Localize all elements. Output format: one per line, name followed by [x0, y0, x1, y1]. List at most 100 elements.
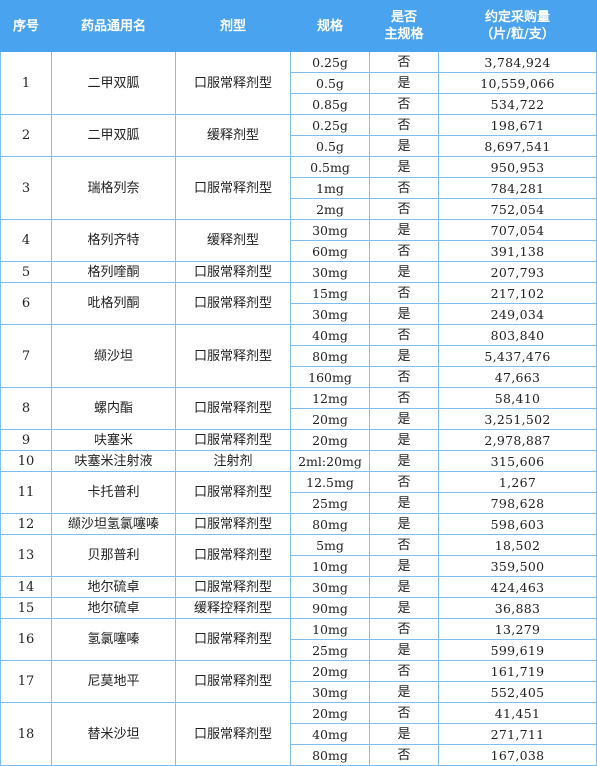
cell-drug-name: 地尔硫卓	[51, 597, 176, 619]
cell-is-main: 否	[369, 198, 439, 220]
cell-dosage-form: 口服常释剂型	[175, 471, 291, 514]
table-row: 5 格列喹酮 口服常释剂型 30mg 是 207,793	[0, 261, 597, 283]
table-header: 序号 药品通用名 剂型 规格 是否 主规格 约定采购量 （片/粒/支）	[0, 0, 597, 52]
cell-quantity: 798,628	[438, 492, 597, 514]
table-row: 2mg 否 752,054	[1, 198, 597, 220]
table-row: 40mg 是 271,711	[1, 723, 597, 745]
cell-number: 17	[0, 660, 52, 703]
cell-spec: 40mg	[290, 723, 370, 745]
cell-drug-name: 贝那普利	[51, 534, 176, 577]
cell-is-main: 否	[369, 471, 439, 493]
cell-is-main: 是	[369, 219, 439, 241]
cell-drug-name: 螺内酯	[51, 387, 176, 430]
cell-number: 16	[0, 618, 52, 661]
cell-quantity: 5,437,476	[438, 345, 597, 367]
cell-is-main: 否	[369, 366, 439, 388]
cell-quantity: 217,102	[438, 282, 597, 304]
cell-quantity: 950,953	[438, 156, 597, 178]
cell-is-main: 是	[369, 555, 439, 577]
cell-is-main: 是	[369, 681, 439, 703]
table-row: 6 吡格列酮 口服常释剂型 15mg 否 217,102	[0, 282, 597, 325]
cell-number: 6	[0, 282, 52, 325]
cell-spec: 30mg	[290, 681, 370, 703]
header-quantity-line1: 约定采购量	[484, 10, 550, 25]
table-row: 15 地尔硫卓 缓释控释剂型 90mg 是 36,883	[0, 597, 597, 619]
table-row: 18 替米沙坦 口服常释剂型 20mg 否 41,451	[0, 702, 597, 766]
cell-drug-name: 尼莫地平	[51, 660, 176, 703]
cell-quantity: 167,038	[438, 744, 597, 766]
header-is-main-line2: 主规格	[384, 27, 424, 42]
cell-is-main: 是	[369, 576, 439, 598]
cell-number: 7	[0, 324, 52, 388]
cell-spec: 20mg	[290, 408, 370, 430]
cell-number: 13	[0, 534, 52, 577]
cell-quantity: 18,502	[438, 534, 597, 556]
cell-spec: 80mg	[290, 345, 370, 367]
cell-spec: 30mg	[290, 303, 370, 325]
cell-spec: 20mg	[290, 702, 370, 724]
cell-is-main: 否	[369, 240, 439, 262]
cell-spec: 10mg	[290, 618, 370, 640]
cell-number: 15	[0, 597, 52, 619]
cell-drug-name: 二甲双胍	[51, 114, 176, 157]
cell-spec: 5mg	[290, 534, 370, 556]
cell-spec: 0.5mg	[290, 156, 370, 178]
table-row: 10mg 是 359,500	[1, 555, 597, 577]
cell-quantity: 41,451	[438, 702, 597, 724]
cell-drug-name: 二甲双胍	[51, 51, 176, 115]
cell-dosage-form: 缓释控释剂型	[175, 597, 291, 619]
cell-quantity: 13,279	[438, 618, 597, 640]
cell-spec: 20mg	[290, 660, 370, 682]
cell-is-main: 是	[369, 261, 439, 283]
cell-dosage-form: 口服常释剂型	[175, 51, 291, 115]
cell-spec: 25mg	[290, 492, 370, 514]
cell-is-main: 否	[369, 282, 439, 304]
cell-drug-name: 吡格列酮	[51, 282, 176, 325]
table-row: 1 二甲双胍 口服常释剂型 0.25g 否 3,784,924	[0, 51, 597, 115]
cell-quantity: 552,405	[438, 681, 597, 703]
cell-quantity: 315,606	[438, 450, 597, 472]
cell-drug-name: 替米沙坦	[51, 702, 176, 766]
cell-number: 12	[0, 513, 52, 535]
cell-quantity: 359,500	[438, 555, 597, 577]
cell-quantity: 36,883	[438, 597, 597, 619]
cell-is-main: 是	[369, 345, 439, 367]
cell-dosage-form: 口服常释剂型	[175, 261, 291, 283]
cell-quantity: 1,267	[438, 471, 597, 493]
table-row: 11 卡托普利 口服常释剂型 12.5mg 否 1,267	[0, 471, 597, 514]
cell-spec: 12mg	[290, 387, 370, 409]
cell-dosage-form: 口服常释剂型	[175, 660, 291, 703]
cell-drug-name: 卡托普利	[51, 471, 176, 514]
cell-drug-name: 瑞格列奈	[51, 156, 176, 220]
table-body: 1 二甲双胍 口服常释剂型 0.25g 否 3,784,924 0.5g 是 10,559,06…	[0, 51, 597, 766]
cell-quantity: 207,793	[438, 261, 597, 283]
cell-is-main: 否	[369, 702, 439, 724]
cell-dosage-form: 口服常释剂型	[175, 576, 291, 598]
cell-spec: 160mg	[290, 366, 370, 388]
cell-dosage-form: 口服常释剂型	[175, 282, 291, 325]
cell-dosage-form: 口服常释剂型	[175, 429, 291, 451]
cell-quantity: 3,251,502	[438, 408, 597, 430]
cell-number: 14	[0, 576, 52, 598]
cell-quantity: 803,840	[438, 324, 597, 346]
cell-quantity: 3,784,924	[438, 51, 597, 73]
cell-quantity: 784,281	[438, 177, 597, 199]
cell-spec: 2ml:20mg	[290, 450, 370, 472]
cell-dosage-form: 口服常释剂型	[175, 156, 291, 220]
cell-dosage-form: 口服常释剂型	[175, 534, 291, 577]
cell-quantity: 424,463	[438, 576, 597, 598]
table-row: 4 格列齐特 缓释剂型 30mg 是 707,054	[0, 219, 597, 262]
cell-spec: 12.5mg	[290, 471, 370, 493]
cell-quantity: 2,978,887	[438, 429, 597, 451]
cell-spec: 30mg	[290, 576, 370, 598]
cell-number: 5	[0, 261, 52, 283]
table-row: 60mg 否 391,138	[1, 240, 597, 262]
table-row: 25mg 是 599,619	[1, 639, 597, 661]
cell-is-main: 否	[369, 93, 439, 115]
cell-drug-name: 缬沙坦	[51, 324, 176, 388]
cell-is-main: 是	[369, 723, 439, 745]
cell-spec: 60mg	[290, 240, 370, 262]
cell-spec: 80mg	[290, 513, 370, 535]
cell-is-main: 是	[369, 72, 439, 94]
